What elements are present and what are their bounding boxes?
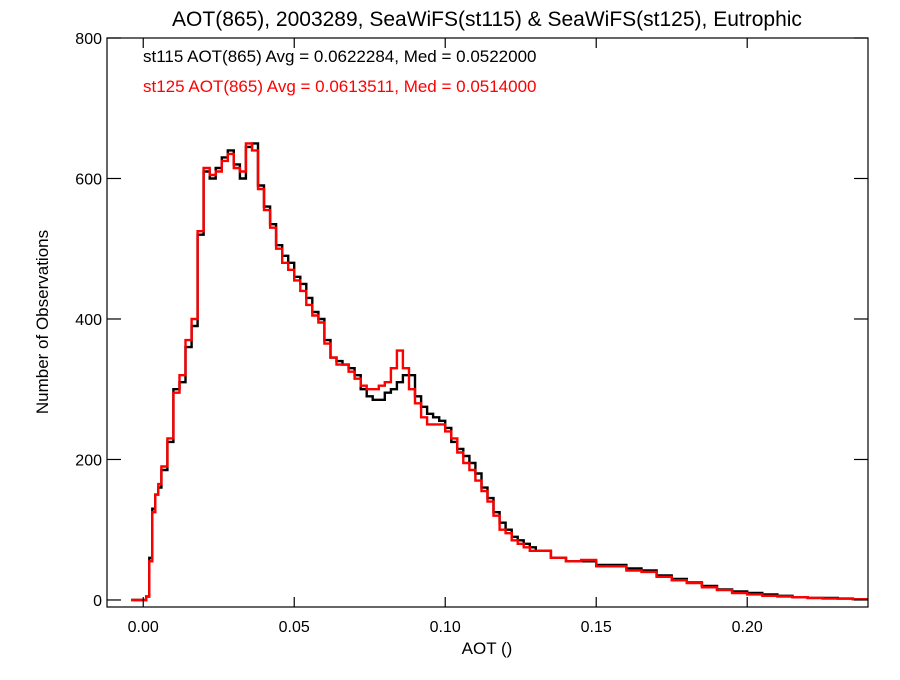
series-line-st125 (131, 142, 868, 602)
y-tick-label: 800 (75, 31, 102, 48)
series-lines (131, 142, 868, 602)
y-axis-label: Number of Observations (33, 230, 52, 414)
x-tick-label: 0.20 (732, 619, 763, 636)
x-axis-label: AOT () (462, 639, 513, 658)
x-tick-label: 0.05 (279, 619, 310, 636)
legend-entry-st115: st115 AOT(865) Avg = 0.0622284, Med = 0.… (143, 47, 537, 66)
x-axis-ticks: 0.00 0.05 0.10 0.15 0.20 (128, 38, 763, 636)
plot-frame (106, 37, 869, 608)
x-tick-label: 0.10 (430, 619, 461, 636)
chart-title: AOT(865), 2003289, SeaWiFS(st115) & SeaW… (172, 8, 802, 31)
y-tick-label: 400 (75, 312, 102, 329)
y-tick-label: 200 (75, 452, 102, 469)
series-line-st115 (131, 142, 868, 602)
y-tick-label: 600 (75, 171, 102, 188)
x-tick-label: 0.15 (581, 619, 612, 636)
y-axis-ticks: 0 200 400 600 800 (75, 31, 868, 610)
y-tick-label: 0 (93, 593, 102, 610)
legend-entry-st125: st125 AOT(865) Avg = 0.0613511, Med = 0.… (143, 77, 537, 96)
x-tick-label: 0.00 (128, 619, 159, 636)
